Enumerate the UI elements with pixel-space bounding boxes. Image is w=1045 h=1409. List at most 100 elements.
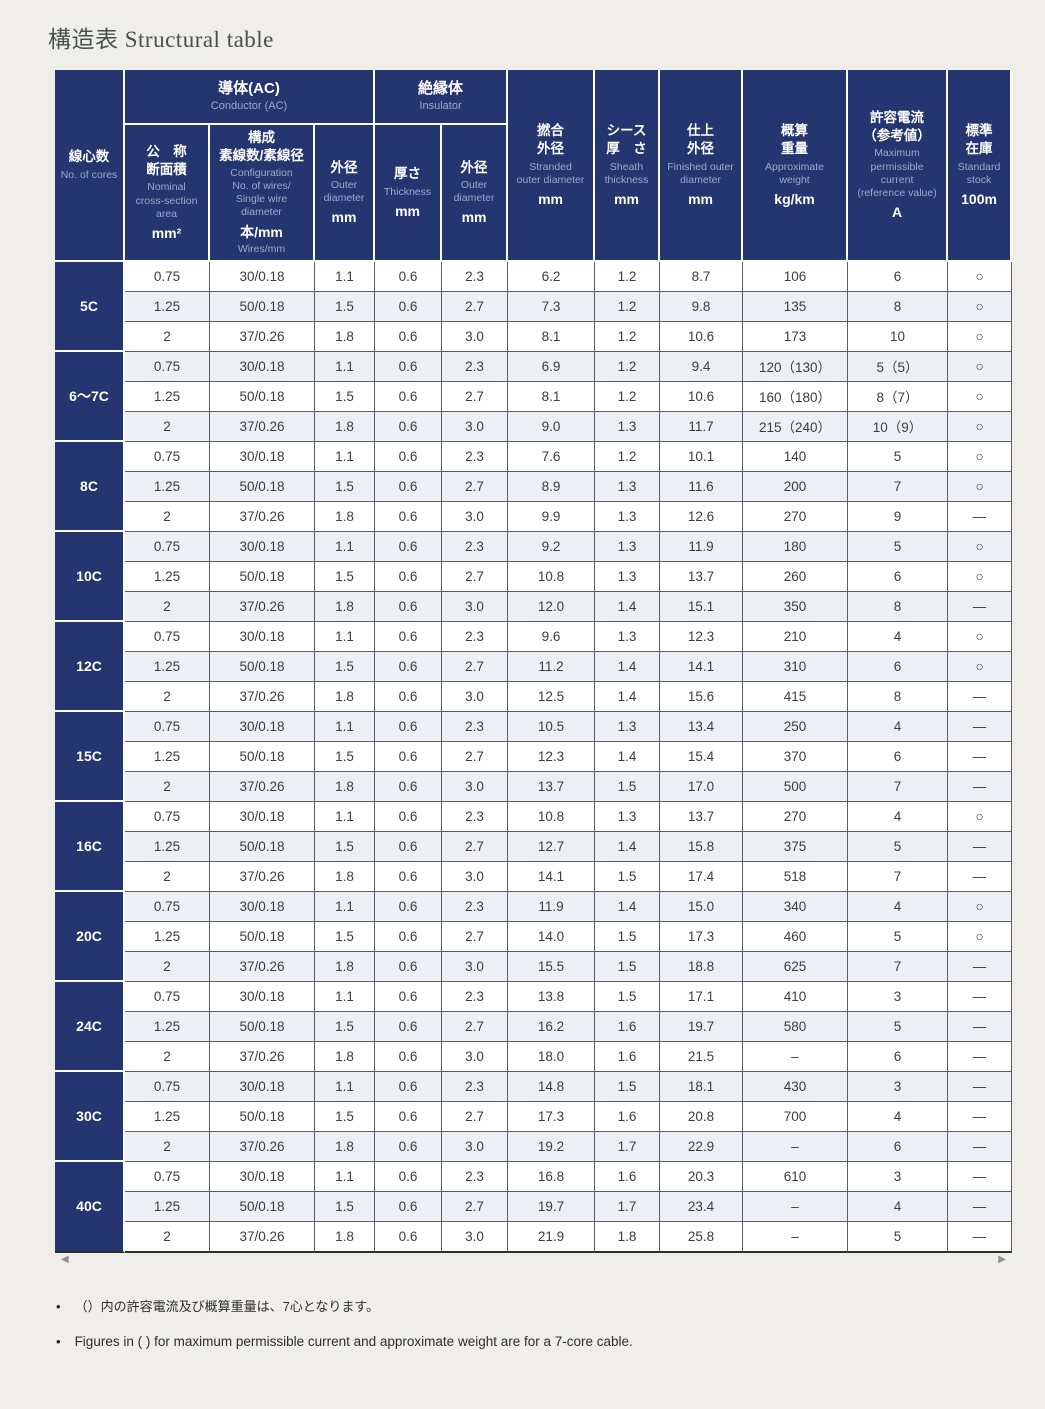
col-header-insulator-od-en: Outer diameter xyxy=(453,179,495,205)
cell-stranded-od: 16.2 xyxy=(508,1011,596,1042)
cell-standard-stock: ○ xyxy=(948,891,1013,922)
cell-configuration: 37/0.26 xyxy=(210,951,315,982)
cell-conductor-od: 1.8 xyxy=(315,951,376,982)
col-header-configuration-en: Configuration No. of wires/ Single wire … xyxy=(230,167,293,219)
row-group-label: 16C xyxy=(55,801,125,892)
col-header-finished-od-unit: mm xyxy=(688,190,713,207)
cell-permissible-current: 5 xyxy=(848,441,949,472)
cell-sheath-thickness: 1.2 xyxy=(595,261,661,292)
cell-standard-stock: — xyxy=(948,981,1013,1012)
cell-nominal-area: 0.75 xyxy=(125,441,210,472)
cell-finished-od: 11.6 xyxy=(660,471,744,502)
cell-sheath-thickness: 1.3 xyxy=(595,711,661,742)
table-row: 1.25 50/0.18 1.5 0.6 2.7 12.3 1.4 15.4 370 6— xyxy=(55,741,1013,772)
cell-standard-stock: ○ xyxy=(948,801,1013,832)
cell-permissible-current: 6 xyxy=(848,261,949,292)
cell-conductor-od: 1.5 xyxy=(315,561,376,592)
cell-finished-od: 20.8 xyxy=(660,1101,744,1132)
cell-configuration: 50/0.18 xyxy=(210,651,315,682)
cell-standard-stock: — xyxy=(948,1131,1013,1162)
table-row: 2 37/0.26 1.8 0.6 3.0 19.2 1.7 22.9–6— xyxy=(55,1131,1013,1162)
cell-standard-stock: — xyxy=(948,711,1013,742)
cell-configuration: 50/0.18 xyxy=(210,471,315,502)
cell-stranded-od: 21.9 xyxy=(508,1221,596,1253)
cell-configuration: 37/0.26 xyxy=(210,591,315,622)
col-header-conductor-od-en: Outer diameter xyxy=(323,179,365,205)
cell-permissible-current: 4 xyxy=(848,711,949,742)
cell-stranded-od: 6.9 xyxy=(508,351,596,382)
cell-approx-weight: 270 xyxy=(743,801,849,832)
cell-configuration: 37/0.26 xyxy=(210,771,315,802)
cell-stranded-od: 14.1 xyxy=(508,861,596,892)
cell-permissible-current: 9 xyxy=(848,501,949,532)
cell-standard-stock: — xyxy=(948,1161,1013,1192)
cell-stranded-od: 8.9 xyxy=(508,471,596,502)
cell-sheath-thickness: 1.2 xyxy=(595,441,661,472)
cell-stranded-od: 10.8 xyxy=(508,561,596,592)
cell-finished-od: 9.4 xyxy=(660,351,744,382)
cell-approx-weight: 310 xyxy=(743,651,849,682)
cell-permissible-current: 5 xyxy=(848,1011,949,1042)
table-row: 1.25 50/0.18 1.5 0.6 2.7 8.9 1.3 11.6 200 7 ○ xyxy=(55,471,1013,502)
table-row: 2 37/0.26 1.8 0.6 3.0 12.0 1.4 15.1 350 8— xyxy=(55,591,1013,622)
row-group-label: 5C xyxy=(55,261,125,352)
cell-permissible-current: 5 xyxy=(848,531,949,562)
cell-permissible-current: 6 xyxy=(848,741,949,772)
cell-insulator-thickness: 0.6 xyxy=(375,621,443,652)
cell-configuration: 37/0.26 xyxy=(210,681,315,712)
table-row: 2 37/0.26 1.8 0.6 3.0 13.7 1.5 17.0 500 7— xyxy=(55,771,1013,802)
cell-permissible-current: 8 xyxy=(848,591,949,622)
cell-insulator-thickness: 0.6 xyxy=(375,381,443,412)
col-header-stranded-od-en: Stranded outer diameter xyxy=(516,160,585,186)
scroll-left-icon[interactable]: ◀ xyxy=(61,1253,69,1265)
cell-finished-od: 17.4 xyxy=(660,861,744,892)
cell-sheath-thickness: 1.2 xyxy=(595,321,661,352)
cell-finished-od: 15.0 xyxy=(660,891,744,922)
cell-configuration: 37/0.26 xyxy=(210,321,315,352)
cell-finished-od: 14.1 xyxy=(660,651,744,682)
cell-stranded-od: 7.6 xyxy=(508,441,596,472)
cell-configuration: 50/0.18 xyxy=(210,1011,315,1042)
cell-approx-weight: 610 xyxy=(743,1161,849,1192)
cell-approx-weight: 180 xyxy=(743,531,849,562)
table-row: 1.25 50/0.18 1.5 0.6 2.7 10.8 1.3 13.7 260 6 ○ xyxy=(55,561,1013,592)
cell-approx-weight: – xyxy=(743,1041,849,1072)
cell-approx-weight: 340 xyxy=(743,891,849,922)
cell-stranded-od: 10.8 xyxy=(508,801,596,832)
cell-sheath-thickness: 1.6 xyxy=(595,1041,661,1072)
cell-insulator-thickness: 0.6 xyxy=(375,741,443,772)
cell-permissible-current: 5（5） xyxy=(848,351,949,382)
cell-sheath-thickness: 1.7 xyxy=(595,1191,661,1222)
cell-insulator-thickness: 0.6 xyxy=(375,1221,443,1253)
cell-approx-weight: 625 xyxy=(743,951,849,982)
col-group-conductor-en: Conductor (AC) xyxy=(210,99,288,112)
cell-insulator-thickness: 0.6 xyxy=(375,591,443,622)
cell-configuration: 50/0.18 xyxy=(210,381,315,412)
cell-conductor-od: 1.1 xyxy=(315,981,376,1012)
cell-insulator-od: 3.0 xyxy=(442,1221,509,1253)
horizontal-scrollbar[interactable]: ◀ ▶ xyxy=(55,1253,1012,1267)
cell-sheath-thickness: 1.4 xyxy=(595,891,661,922)
cell-approx-weight: 500 xyxy=(743,771,849,802)
table-row: 8C 0.75 30/0.18 1.1 0.6 2.3 7.6 1.2 10.1 140 5 ○ xyxy=(55,441,1013,532)
col-header-nominal-area-ja: 公 称 断面積 xyxy=(146,144,187,177)
scroll-right-icon[interactable]: ▶ xyxy=(998,1253,1006,1265)
cell-nominal-area: 1.25 xyxy=(125,1101,210,1132)
cell-standard-stock: — xyxy=(948,831,1013,862)
cell-insulator-thickness: 0.6 xyxy=(375,981,443,1012)
cell-approx-weight: 580 xyxy=(743,1011,849,1042)
cell-standard-stock: — xyxy=(948,681,1013,712)
cell-stranded-od: 13.7 xyxy=(508,771,596,802)
col-header-insulator-od: 外径 Outer diameter mm xyxy=(442,125,509,262)
col-header-conductor-od-ja: 外径 xyxy=(330,159,358,175)
cell-approx-weight: – xyxy=(743,1131,849,1162)
cell-conductor-od: 1.1 xyxy=(315,441,376,472)
cell-standard-stock: — xyxy=(948,951,1013,982)
cell-conductor-od: 1.8 xyxy=(315,501,376,532)
col-header-nominal-area: 公 称 断面積 Nominal cross-section area mm² xyxy=(125,125,210,262)
cell-conductor-od: 1.5 xyxy=(315,921,376,952)
col-header-conductor-od-unit: mm xyxy=(331,209,357,226)
cell-standard-stock: — xyxy=(948,741,1013,772)
cell-finished-od: 9.8 xyxy=(660,291,744,322)
structural-table-scroll-container[interactable]: 線心数 No. of cores 導体(AC) Conductor (AC) 絶… xyxy=(55,70,1013,1253)
